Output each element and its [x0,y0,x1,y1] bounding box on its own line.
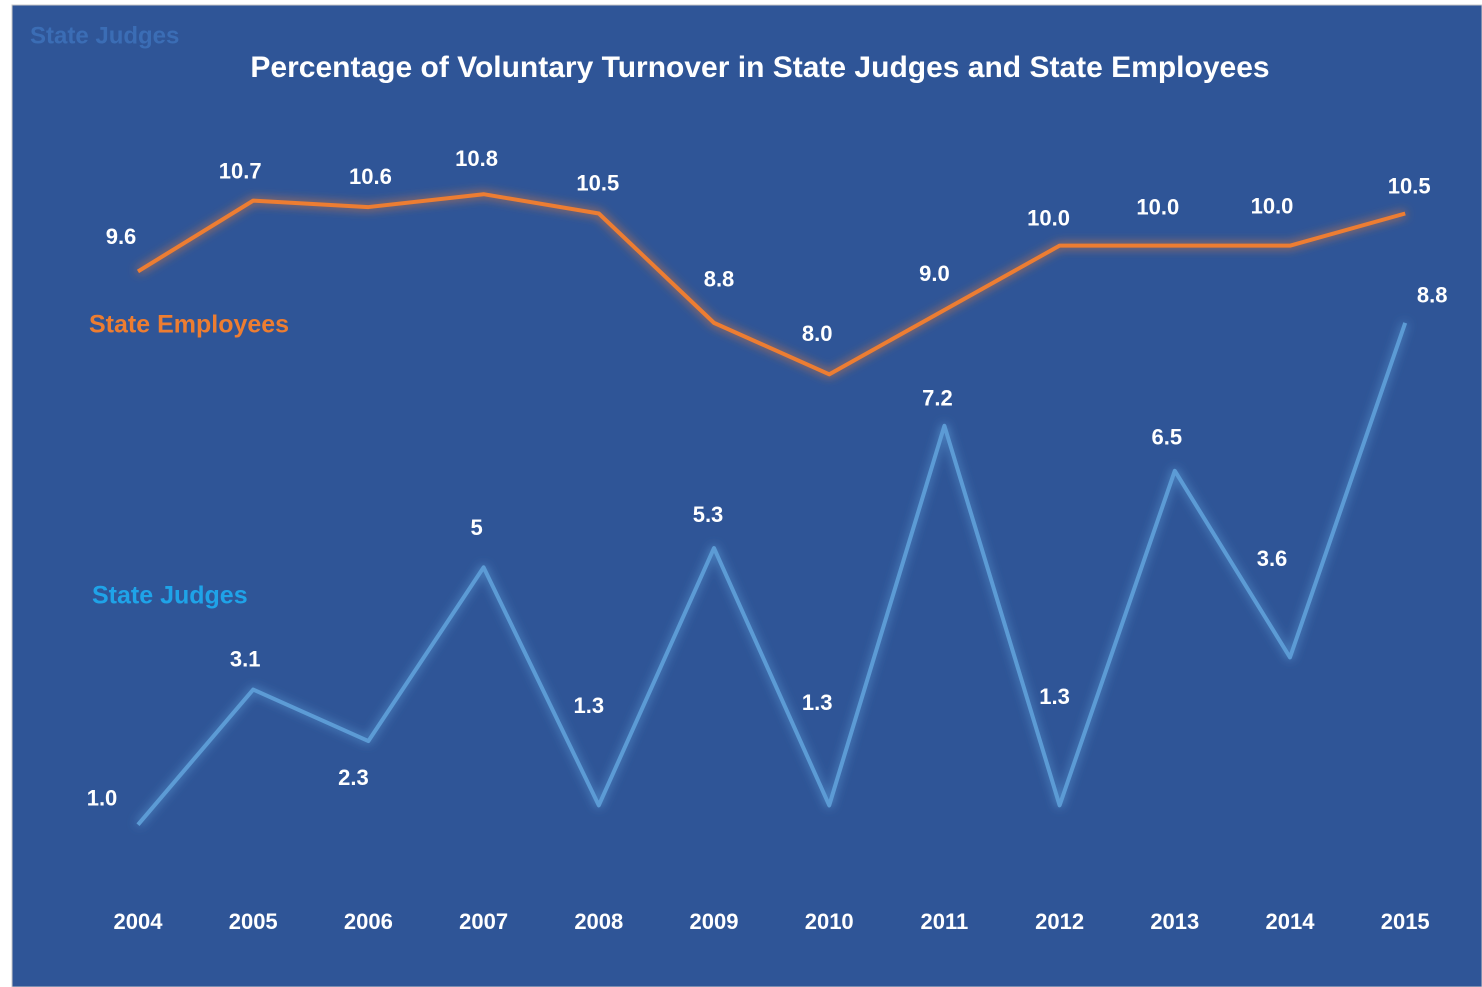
data-label: 8.8 [1417,283,1448,308]
data-label: 3.6 [1257,546,1288,571]
x-tick-label: 2014 [1266,909,1316,934]
series-label: State Judges [92,582,248,610]
data-label: 10.5 [576,170,619,195]
data-label: 8.8 [704,267,735,292]
x-tick-label: 2011 [921,909,969,934]
data-label: 10.5 [1388,173,1431,198]
data-label: 10.8 [455,146,498,171]
x-tick-label: 2008 [574,909,623,934]
chart-title: Percentage of Voluntary Turnover in Stat… [250,51,1269,84]
data-label: 10.0 [1251,193,1294,218]
data-label: 10.6 [349,164,392,189]
data-label: 2.3 [338,765,369,790]
data-label: 1.3 [802,690,833,715]
x-tick-label: 2005 [229,909,278,934]
x-tick-label: 2010 [805,909,854,934]
series-line [136,322,1408,826]
data-label: 1.0 [87,785,118,810]
data-label: 6.5 [1152,425,1183,450]
data-label: 10.0 [1136,194,1179,219]
data-label: 1.3 [1039,684,1070,709]
data-label: 9.6 [106,224,137,249]
x-tick-label: 2004 [114,909,164,934]
x-tick-label: 2015 [1381,909,1430,934]
x-tick-label: 2013 [1150,909,1199,934]
x-tick-label: 2007 [459,909,508,934]
data-label: 7.2 [922,386,953,411]
x-tick-label: 2012 [1035,909,1084,934]
data-label: 5 [470,515,482,540]
data-label: 9.0 [919,261,950,286]
data-label: 1.3 [574,693,605,718]
corner-label: State Judges [30,22,179,49]
x-tick-label: 2006 [344,909,393,934]
series-label: State Employees [89,311,289,339]
data-label: 3.1 [230,646,261,671]
data-label: 10.0 [1027,205,1070,230]
data-label: 10.7 [219,158,262,183]
series-line [136,192,1406,377]
x-tick-label: 2009 [690,909,739,934]
data-label: 5.3 [693,502,724,527]
chart-background [11,4,1482,987]
data-label: 8.0 [802,321,833,346]
